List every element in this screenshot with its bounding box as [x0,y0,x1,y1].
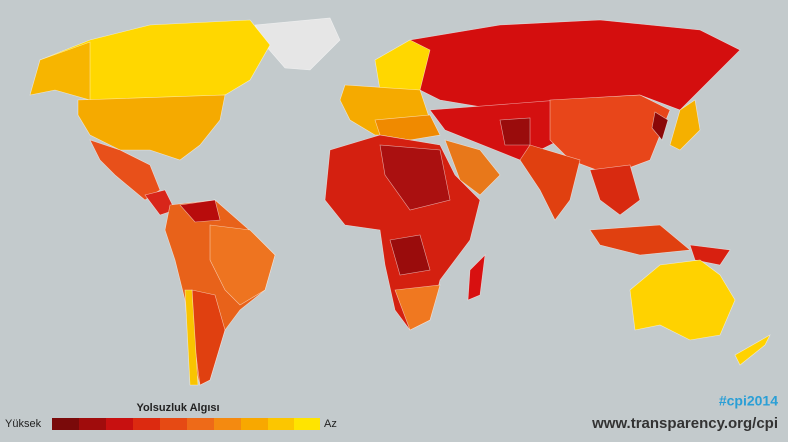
legend-step [268,418,294,430]
legend-step [294,418,320,430]
arabia [444,139,501,196]
legend-step [187,418,214,430]
legend-step [241,418,268,430]
brazil [209,224,276,306]
legend: Yolsuzluk Algısı Yüksek Az [5,402,337,430]
madagascar [467,254,486,301]
sahel [379,144,451,211]
new-zealand [734,334,771,366]
usa [77,94,226,161]
countries [29,17,771,386]
legend-step [214,418,241,430]
congo [389,234,431,276]
legend-high: Yüksek [5,418,42,430]
southern-europe [374,114,441,141]
legend-step [52,418,79,430]
hashtag: #cpi2014 [719,393,778,409]
russia [409,19,741,111]
indonesia [589,224,691,256]
legend-step [133,418,160,430]
legend-step [79,418,106,430]
legend-step [160,418,187,430]
url: www.transparency.org/cpi [591,415,778,432]
venezuela [179,199,221,223]
southeast-asia [589,164,641,216]
southern-africa [394,284,441,331]
legend-low: Az [324,418,337,430]
legend-title: Yolsuzluk Algısı [136,402,219,414]
north-korea [651,111,669,141]
afghanistan [499,117,531,146]
australia [629,259,736,341]
legend-step [106,418,133,430]
japan [669,99,701,151]
alaska [29,41,91,101]
chile [184,289,199,386]
legend-scale [52,418,320,430]
india [519,144,581,221]
